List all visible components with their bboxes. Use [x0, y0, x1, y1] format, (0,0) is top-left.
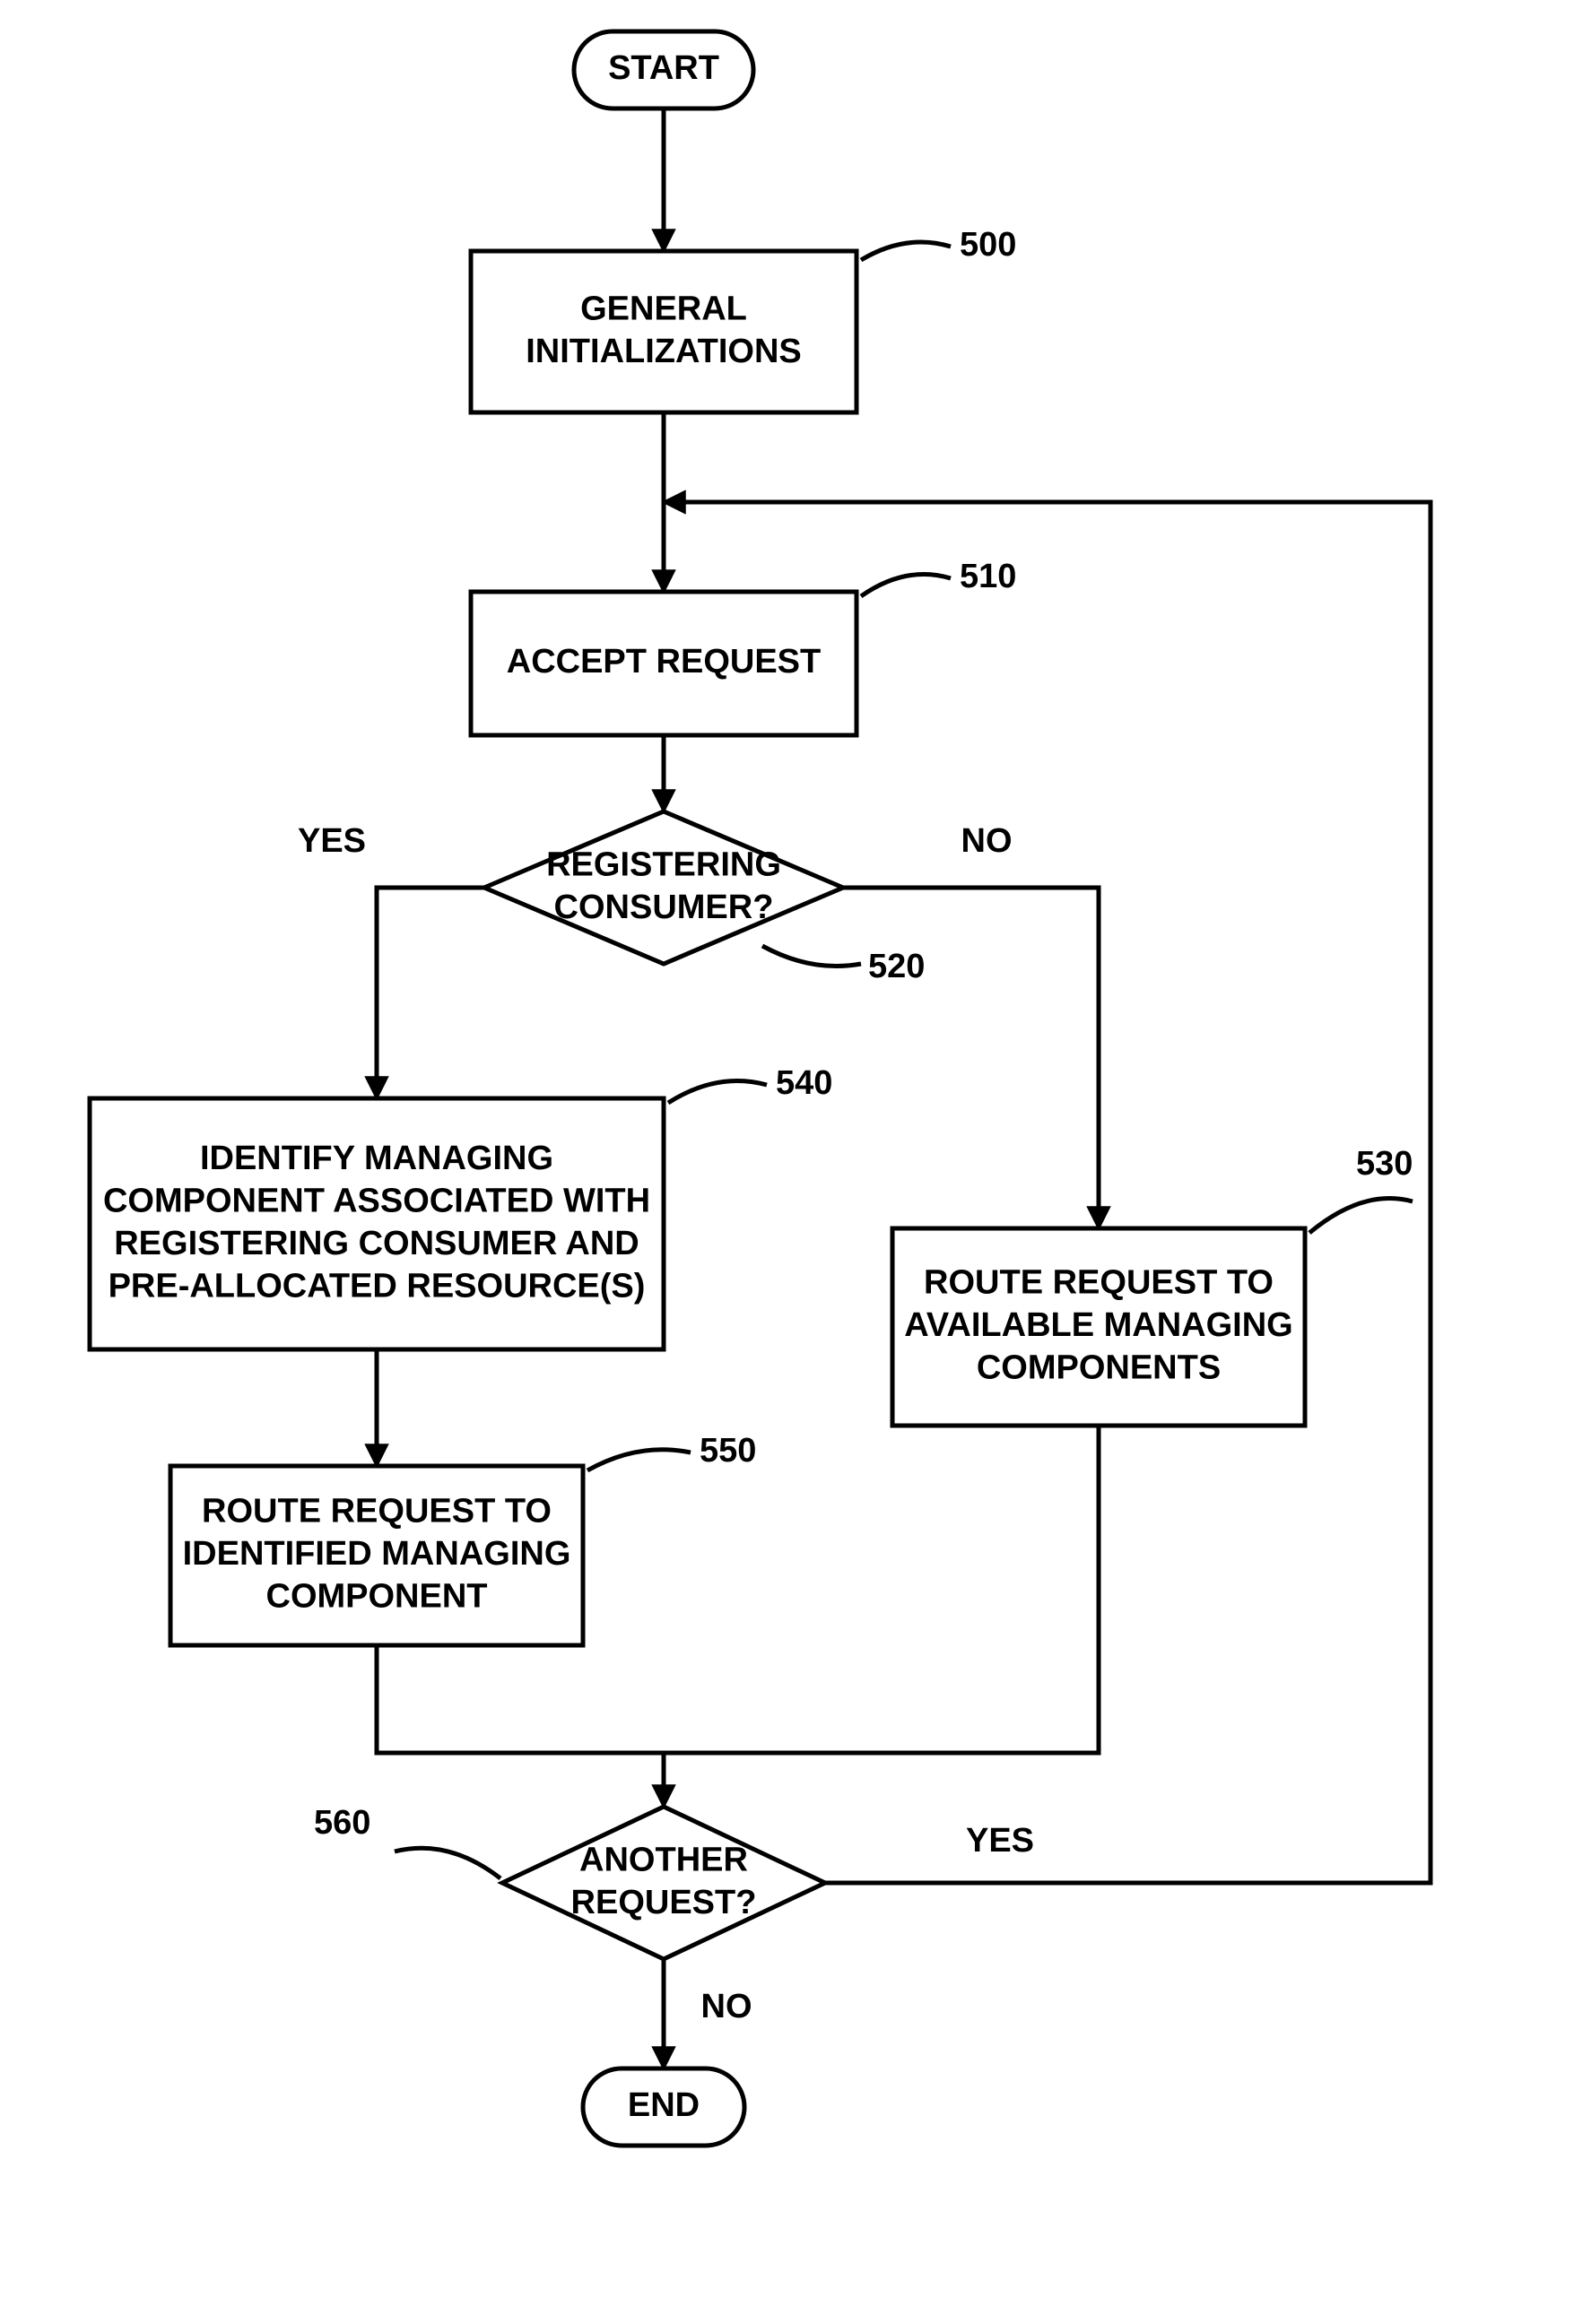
node-label: ROUTE REQUEST TO [202, 1493, 552, 1531]
flow-edge [377, 1645, 664, 1753]
node-n550: ROUTE REQUEST TO IDENTIFIED MANAGING COMPO… [170, 1466, 583, 1645]
edge-label: YES [966, 1822, 1034, 1860]
edge-label: YES [298, 822, 366, 860]
ref-callout-line [668, 1081, 767, 1104]
edge-label: NO [961, 822, 1013, 860]
node-label: IDENTIFIED MANAGING [183, 1535, 571, 1573]
node-label: PRE-ALLOCATED RESOURCE(S) [109, 1267, 646, 1305]
node-label: COMPONENT ASSOCIATED WITH [103, 1182, 650, 1219]
node-n530: ROUTE REQUEST TO AVAILABLE MANAGING COMPON… [892, 1228, 1305, 1426]
edge-label: NO [701, 1988, 752, 2025]
node-label: REGISTERING CONSUMER AND [114, 1225, 639, 1262]
node-label: END [628, 2086, 700, 2124]
flow-edge [664, 1426, 1099, 1753]
node-n560: ANOTHER REQUEST? [502, 1807, 825, 1959]
ref-number: 510 [960, 558, 1016, 595]
ref-callout-line [861, 575, 951, 597]
node-label: COMPONENT [266, 1578, 488, 1616]
node-label: ACCEPT REQUEST [507, 643, 821, 681]
node-label: ROUTE REQUEST TO [924, 1264, 1274, 1302]
node-label: INITIALIZATIONS [526, 333, 802, 370]
node-label: REQUEST? [571, 1884, 757, 1921]
node-label: AVAILABLE MANAGING [904, 1306, 1292, 1344]
ref-callout-line [762, 946, 861, 967]
node-n520: REGISTERING CONSUMER? [484, 811, 843, 964]
node-label: GENERAL [580, 290, 747, 327]
node-label: REGISTERING [546, 845, 781, 883]
node-label: START [608, 49, 719, 87]
edges-layer: YES NO YES NO [298, 108, 1431, 2068]
ref-number: 540 [776, 1064, 832, 1102]
ref-number: 550 [700, 1432, 756, 1470]
node-label: CONSUMER? [554, 889, 774, 926]
node-n540: IDENTIFY MANAGING COMPONENT ASSOCIATED WI… [90, 1098, 664, 1349]
node-label: ANOTHER [579, 1841, 748, 1878]
flow-edge [843, 888, 1099, 1228]
ref-number: 530 [1356, 1145, 1413, 1183]
ref-callout-line [861, 242, 951, 260]
node-n510: ACCEPT REQUEST [471, 592, 857, 735]
ref-number: 500 [960, 226, 1016, 264]
node-n500: GENERAL INITIALIZATIONS [471, 251, 857, 412]
flow-edge [377, 888, 484, 1098]
node-label: COMPONENTS [977, 1349, 1221, 1387]
ref-callout-line [395, 1848, 500, 1878]
ref-number: 520 [868, 948, 925, 985]
node-label: IDENTIFY MANAGING [200, 1140, 553, 1177]
node-start: START [574, 31, 753, 108]
ref-callout-line [1309, 1199, 1413, 1233]
node-end: END [583, 2068, 744, 2146]
ref-number: 560 [314, 1804, 370, 1842]
ref-callout-line [587, 1450, 691, 1470]
